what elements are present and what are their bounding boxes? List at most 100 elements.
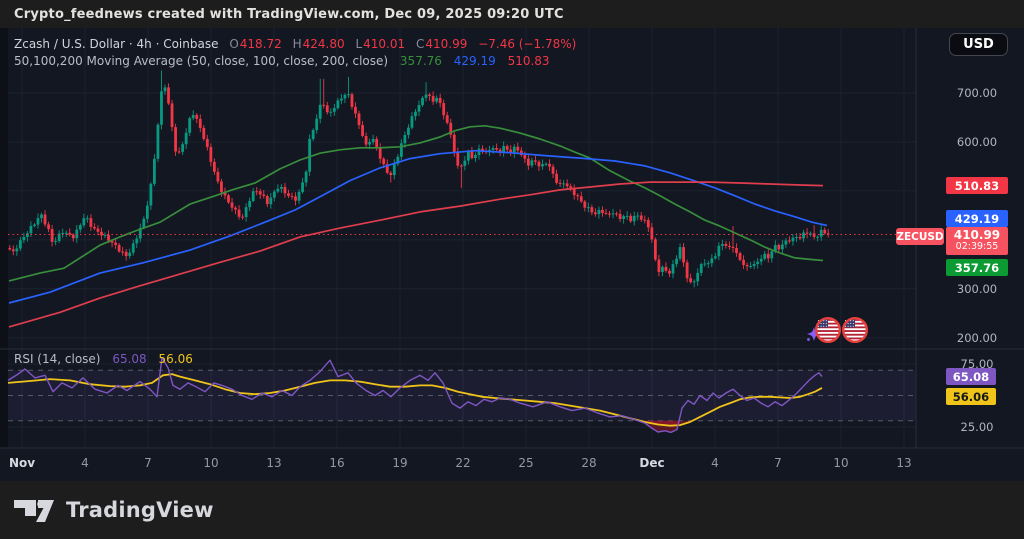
- candle-body: [576, 195, 580, 197]
- candle-body: [812, 233, 816, 237]
- candle-body: [502, 146, 506, 153]
- rsi-value: 65.08: [112, 352, 147, 366]
- candle-body: [71, 234, 75, 239]
- candle-body: [371, 138, 375, 143]
- candle-body: [414, 111, 417, 117]
- us-flag-icon[interactable]: [841, 316, 869, 344]
- candle-body: [675, 258, 678, 265]
- candle-body: [68, 232, 72, 235]
- candle-body: [696, 272, 700, 282]
- candle-body: [558, 182, 562, 184]
- candle-body: [530, 160, 534, 166]
- price-axis-tick: 200.00: [956, 330, 998, 345]
- candle-body: [615, 213, 618, 215]
- ma50-line: [8, 124, 824, 282]
- candle-body: [311, 130, 315, 140]
- rsi-axis-tick: 25.00: [960, 420, 994, 434]
- candle-body: [668, 270, 671, 274]
- candle-body: [534, 160, 537, 162]
- tradingview-logo-icon[interactable]: [12, 495, 58, 525]
- candle-body: [195, 114, 199, 119]
- close-label: C: [415, 37, 425, 51]
- rsi-legend[interactable]: RSI (14, close) 65.08 56.06: [14, 352, 193, 366]
- rsi-oversold-fill: [637, 420, 680, 433]
- candle-body: [283, 186, 287, 194]
- candle-body: [318, 104, 322, 119]
- currency-toggle-button[interactable]: USD: [949, 33, 1008, 56]
- candle-body: [706, 263, 710, 265]
- candle-body: [622, 216, 626, 219]
- tradingview-logo-text[interactable]: TradingView: [66, 498, 214, 522]
- candle-body: [745, 265, 749, 267]
- candle-body: [241, 216, 245, 218]
- bar-countdown: 02:39:55: [955, 241, 999, 253]
- candle-body: [551, 166, 555, 174]
- low-value: 410.01: [363, 37, 406, 51]
- symbol-legend[interactable]: Zcash / U.S. Dollar · 4h · Coinbase O418…: [14, 37, 576, 51]
- candle-body: [643, 219, 647, 221]
- candle-body: [100, 231, 103, 236]
- candle-body: [495, 148, 499, 150]
- candle-body: [156, 124, 160, 159]
- candle-body: [85, 218, 89, 220]
- candle-body: [608, 213, 611, 215]
- candle-body: [209, 146, 213, 162]
- candle-body: [36, 218, 40, 225]
- candle-body: [54, 240, 58, 242]
- candle-body: [435, 97, 439, 102]
- candle-body: [43, 214, 47, 225]
- us-flag-icon[interactable]: [814, 316, 842, 344]
- candle-body: [742, 259, 745, 266]
- candle-body: [220, 181, 223, 193]
- time-axis-tick: 13: [266, 456, 282, 470]
- candle-body: [752, 264, 756, 267]
- candle-body: [234, 207, 237, 210]
- candle-body: [671, 264, 675, 274]
- candle-body: [364, 135, 368, 145]
- candle-body: [89, 218, 93, 227]
- candle-body: [569, 186, 573, 189]
- candle-body: [442, 103, 446, 116]
- candle-body: [347, 94, 350, 96]
- time-axis-tick: 16: [329, 456, 345, 470]
- candle-body: [322, 104, 326, 106]
- candle-body: [96, 228, 100, 232]
- time-axis[interactable]: Nov 4 7 10 13 16 19 22 25 28 Dec 4 7 10 13: [0, 448, 1024, 481]
- candle-body: [516, 146, 520, 151]
- candle-body: [562, 183, 566, 185]
- footer-brand-bar: TradingView: [0, 481, 1024, 539]
- candle-body: [459, 165, 463, 167]
- candle-body: [735, 247, 738, 254]
- rsi-legend-label: RSI (14, close): [14, 352, 101, 366]
- candle-body: [826, 233, 830, 235]
- time-axis-tick: 10: [203, 456, 219, 470]
- candle-body: [251, 191, 255, 202]
- candle-body: [452, 134, 456, 153]
- candle-body: [131, 243, 135, 253]
- candle-body: [138, 227, 142, 239]
- candle-body: [40, 214, 43, 219]
- candle-body: [280, 186, 283, 189]
- price-label-ma50: 357.76: [946, 259, 1008, 276]
- candle-body: [766, 253, 770, 259]
- sparkle-icon[interactable]: [807, 327, 821, 341]
- candle-body: [145, 205, 149, 219]
- candle-body: [417, 105, 421, 112]
- candle-body: [583, 201, 587, 208]
- candle-body: [26, 233, 29, 237]
- time-axis-tick: 4: [81, 456, 89, 470]
- ma-legend[interactable]: 50,100,200 Moving Average (50, close, 10…: [14, 54, 550, 68]
- candle-body: [756, 261, 760, 265]
- candle-body: [230, 202, 234, 208]
- rsi-signal-label: 56.06: [946, 388, 996, 405]
- candle-body: [777, 245, 781, 250]
- candle-body: [586, 207, 590, 209]
- candle-body: [477, 148, 481, 156]
- candle-body: [11, 249, 15, 252]
- candle-body: [184, 132, 188, 145]
- price-axis-tick: 700.00: [956, 86, 998, 100]
- candle-body: [142, 218, 146, 228]
- time-axis-tick: 7: [774, 456, 782, 470]
